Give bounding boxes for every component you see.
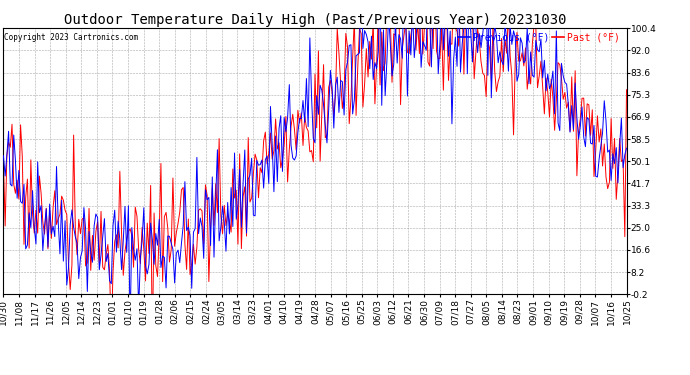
Title: Outdoor Temperature Daily High (Past/Previous Year) 20231030: Outdoor Temperature Daily High (Past/Pre… — [63, 13, 566, 27]
Text: Copyright 2023 Cartronics.com: Copyright 2023 Cartronics.com — [4, 33, 138, 42]
Legend: Previous (°F), Past (°F): Previous (°F), Past (°F) — [454, 28, 623, 46]
